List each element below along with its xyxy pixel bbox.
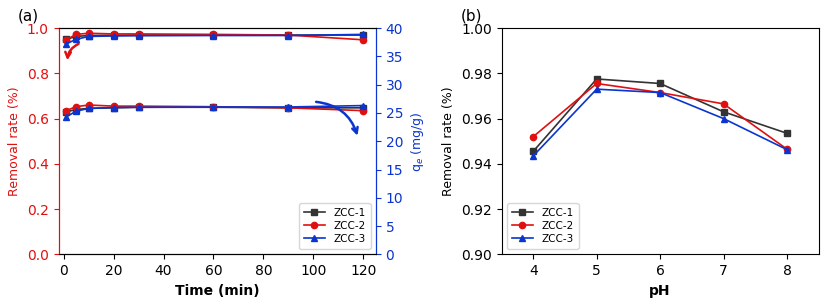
ZCC-3: [134, 34, 144, 38]
ZCC-3: [782, 148, 792, 151]
ZCC-1: [528, 150, 538, 153]
ZCC-1: [655, 82, 665, 85]
ZCC-1: [134, 33, 144, 37]
ZCC-3: [284, 34, 294, 37]
Line: ZCC-1: ZCC-1: [63, 32, 366, 43]
ZCC-2: [208, 32, 218, 36]
ZCC-3: [84, 35, 93, 38]
ZCC-1: [782, 132, 792, 135]
ZCC-2: [284, 33, 294, 37]
ZCC-2: [358, 38, 368, 42]
Line: ZCC-3: ZCC-3: [530, 86, 791, 159]
Y-axis label: q$_e$ (mg/g): q$_e$ (mg/g): [409, 111, 426, 172]
Text: (b): (b): [461, 9, 482, 24]
ZCC-2: [134, 32, 144, 36]
ZCC-3: [61, 42, 71, 46]
ZCC-3: [358, 32, 368, 36]
ZCC-1: [719, 110, 729, 114]
ZCC-1: [208, 33, 218, 37]
ZCC-2: [528, 135, 538, 139]
X-axis label: pH: pH: [649, 284, 671, 298]
Legend: ZCC-1, ZCC-2, ZCC-3: ZCC-1, ZCC-2, ZCC-3: [299, 203, 370, 249]
ZCC-3: [71, 38, 81, 41]
ZCC-2: [591, 82, 601, 85]
ZCC-1: [61, 38, 71, 41]
ZCC-1: [284, 33, 294, 37]
X-axis label: Time (min): Time (min): [174, 284, 260, 298]
ZCC-2: [719, 102, 729, 106]
ZCC-3: [655, 91, 665, 94]
ZCC-1: [71, 35, 81, 38]
ZCC-2: [84, 32, 93, 35]
Y-axis label: Removal rate (%): Removal rate (%): [442, 86, 456, 196]
ZCC-3: [108, 34, 118, 38]
ZCC-1: [591, 77, 601, 81]
ZCC-2: [108, 32, 118, 36]
Line: ZCC-1: ZCC-1: [530, 76, 790, 155]
Y-axis label: Removal rate (%): Removal rate (%): [8, 86, 22, 196]
Line: ZCC-3: ZCC-3: [63, 31, 366, 47]
ZCC-1: [84, 34, 93, 37]
ZCC-1: [108, 33, 118, 37]
Line: ZCC-2: ZCC-2: [63, 30, 366, 43]
Text: (a): (a): [17, 9, 39, 24]
ZCC-2: [782, 147, 792, 151]
ZCC-2: [655, 91, 665, 94]
ZCC-2: [61, 38, 71, 42]
ZCC-1: [358, 33, 368, 37]
Line: ZCC-2: ZCC-2: [530, 80, 790, 152]
ZCC-2: [71, 32, 81, 36]
ZCC-3: [528, 154, 538, 158]
ZCC-3: [591, 87, 601, 91]
Legend: ZCC-1, ZCC-2, ZCC-3: ZCC-1, ZCC-2, ZCC-3: [507, 203, 579, 249]
ZCC-3: [208, 34, 218, 37]
ZCC-3: [719, 117, 729, 121]
